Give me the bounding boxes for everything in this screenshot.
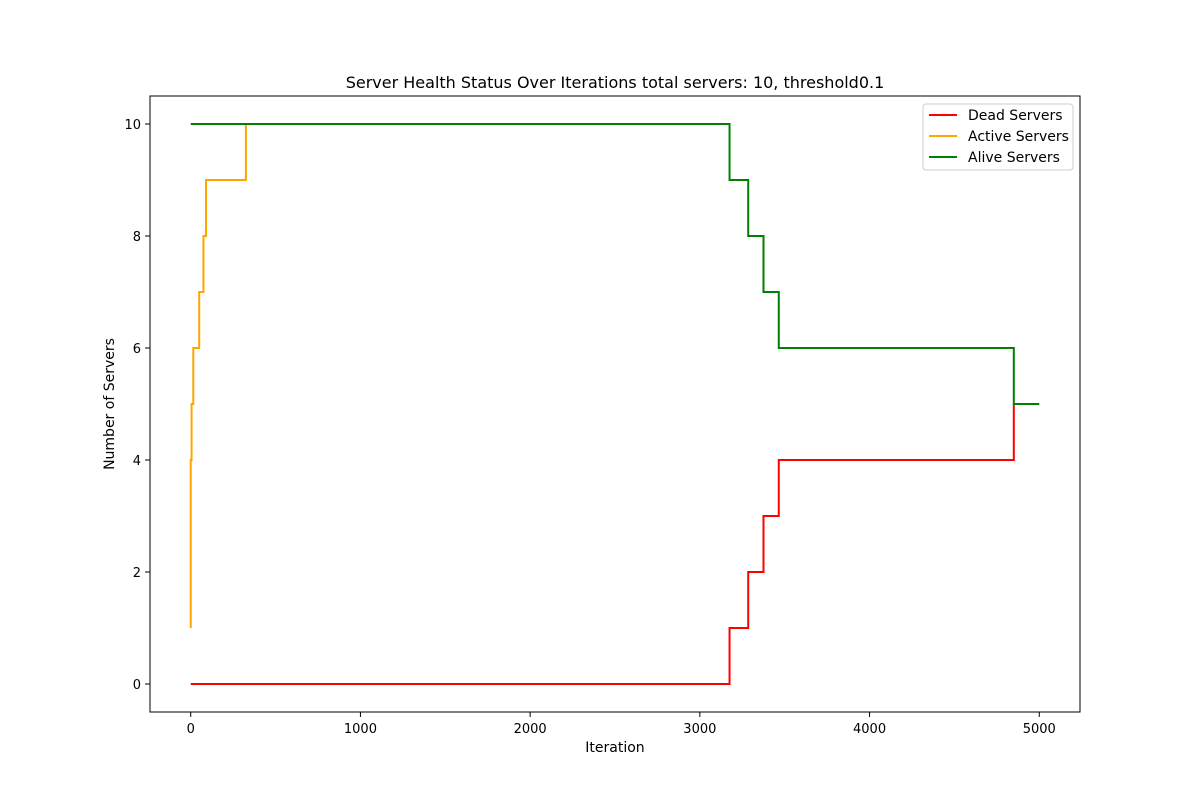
y-tick-label: 10	[124, 118, 141, 133]
legend-label: Active Servers	[968, 129, 1069, 145]
y-tick-label: 4	[133, 454, 141, 469]
x-tick-label: 1000	[344, 722, 377, 737]
x-axis-label: Iteration	[585, 740, 644, 756]
legend-label: Alive Servers	[968, 150, 1060, 166]
y-axis-label: Number of Servers	[102, 338, 118, 470]
series-line-active-servers	[189, 124, 247, 628]
y-tick-label: 2	[133, 566, 141, 581]
x-tick-label: 4000	[853, 722, 886, 737]
chart-title: Server Health Status Over Iterations tot…	[346, 73, 885, 92]
legend-label: Dead Servers	[968, 108, 1063, 124]
x-axis: 0 1000 2000 3000 4000 5000	[187, 712, 1056, 737]
x-tick-label: 0	[187, 722, 195, 737]
legend-box	[922, 103, 1074, 171]
y-tick-label: 6	[133, 342, 141, 357]
y-tick-label: 8	[133, 230, 141, 245]
y-axis: 0 2 4 6 8 10	[124, 118, 150, 693]
x-tick-label: 2000	[514, 722, 547, 737]
plot-frame	[149, 95, 1081, 713]
legend: Dead Servers Active Servers Alive Servers	[922, 103, 1074, 171]
y-tick-label: 0	[133, 678, 141, 693]
series-line-alive-servers	[190, 123, 1040, 405]
x-tick-label: 5000	[1023, 722, 1056, 737]
x-tick-label: 3000	[683, 722, 716, 737]
series-layer	[189, 123, 1040, 685]
series-line-dead-servers	[190, 404, 1015, 685]
